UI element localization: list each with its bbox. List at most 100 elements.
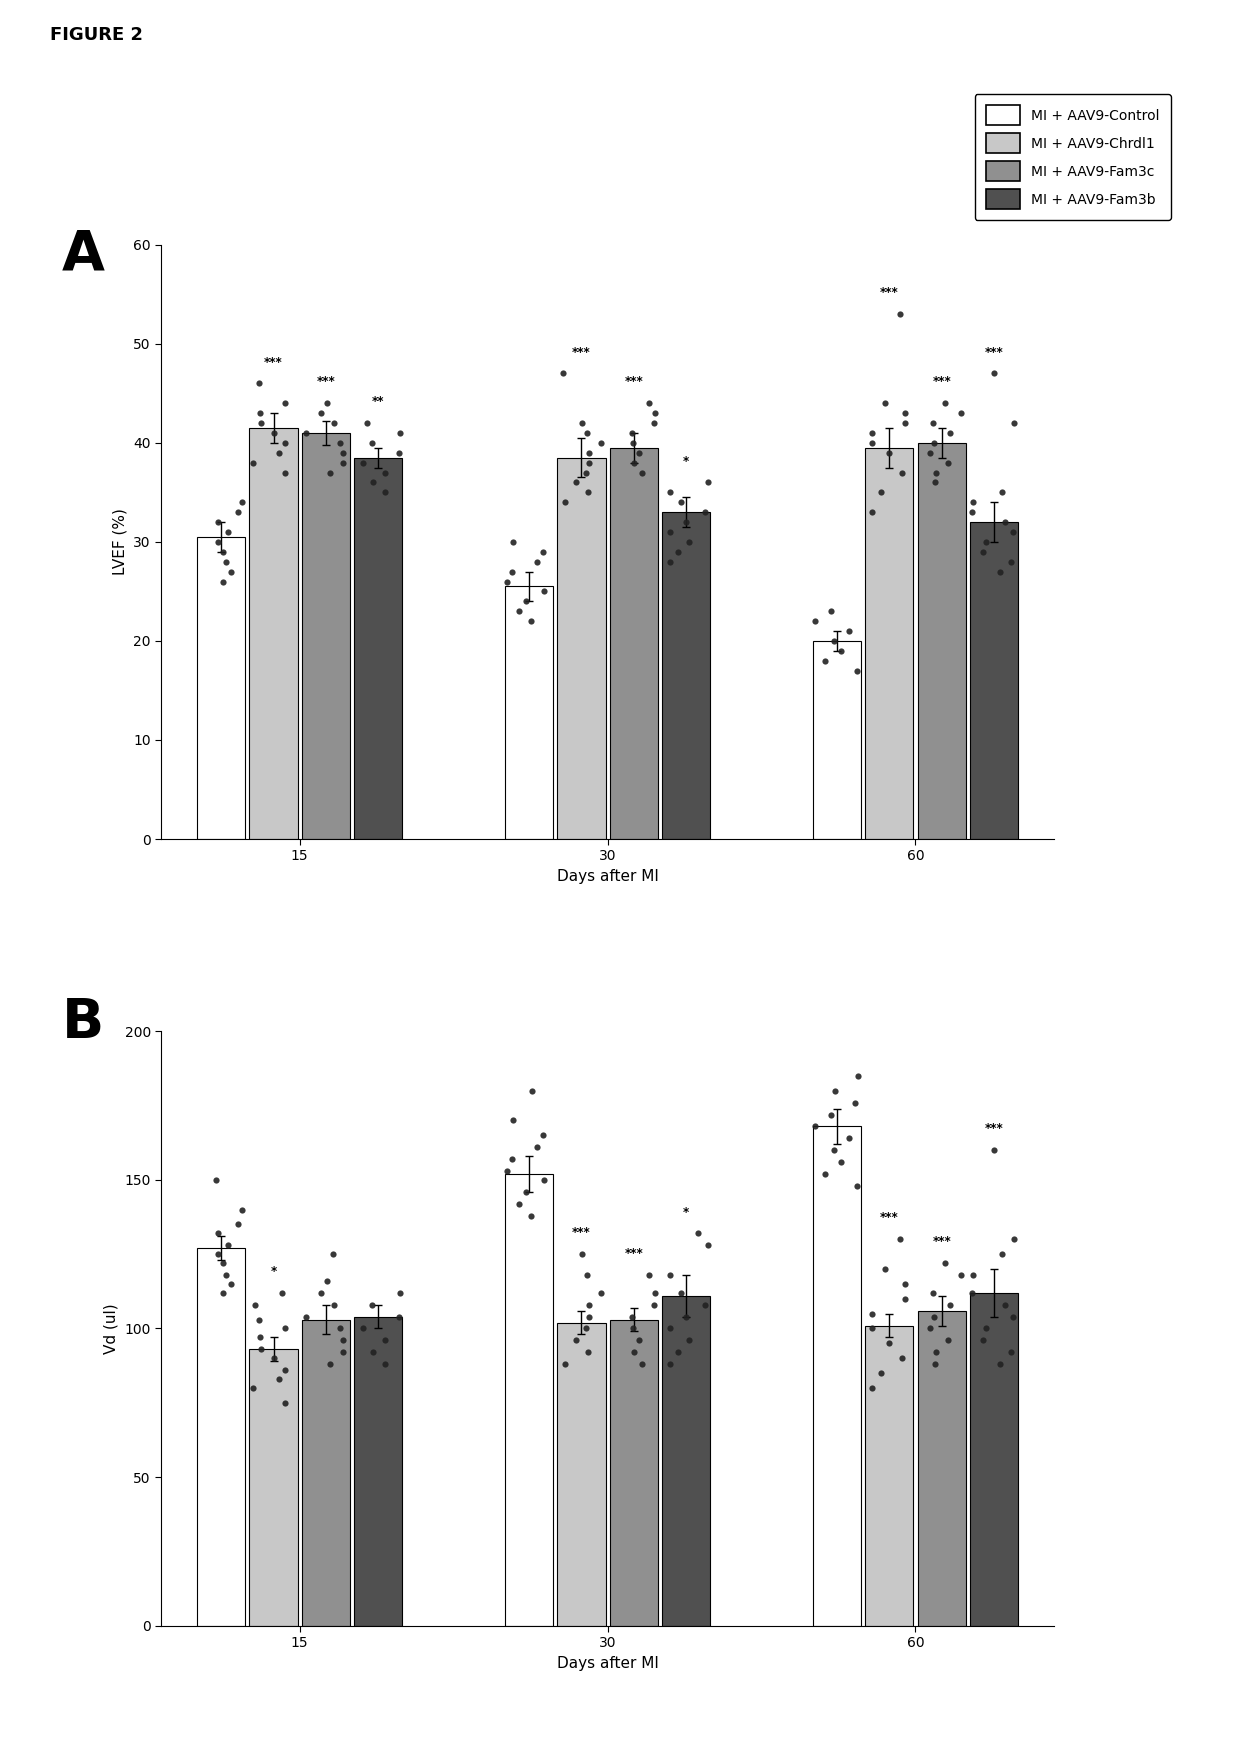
Point [815, 1161, 835, 1189]
Point [264, 420, 284, 447]
Bar [813, 642, 861, 839]
Point [554, 1349, 574, 1377]
Point [992, 1241, 1012, 1269]
Y-axis label: LVEF (%): LVEF (%) [113, 509, 128, 575]
Point [264, 1344, 284, 1372]
Point [923, 1280, 942, 1308]
Bar [557, 458, 605, 839]
Point [591, 428, 611, 456]
Point [272, 1280, 291, 1308]
Point [698, 468, 718, 496]
Point [577, 1314, 596, 1342]
Point [213, 1250, 233, 1278]
Point [311, 1280, 331, 1308]
Y-axis label: Vd (ul): Vd (ul) [104, 1304, 119, 1353]
Point [353, 449, 373, 477]
Point [926, 1339, 946, 1367]
Bar [355, 458, 402, 839]
Bar [355, 1316, 402, 1626]
Point [890, 301, 910, 329]
Point [1001, 1339, 1021, 1367]
Point [622, 420, 642, 447]
Point [668, 538, 688, 566]
Point [631, 458, 651, 486]
Point [862, 420, 882, 447]
Point [232, 488, 252, 516]
Text: ***: *** [985, 1122, 1003, 1136]
Point [521, 607, 541, 635]
Point [534, 577, 554, 605]
Point [895, 1285, 915, 1313]
Point [579, 439, 599, 467]
Point [320, 1349, 340, 1377]
Point [671, 1280, 691, 1308]
Text: *: * [683, 1206, 689, 1218]
Point [516, 587, 536, 615]
Point [249, 369, 269, 397]
Point [879, 439, 899, 467]
Point [895, 1269, 915, 1297]
Point [625, 1339, 645, 1367]
Point [221, 1269, 241, 1297]
Point [668, 1339, 688, 1367]
Point [565, 468, 585, 496]
Point [249, 1306, 269, 1334]
Point [925, 468, 945, 496]
Bar [301, 1320, 350, 1626]
Point [937, 1327, 957, 1355]
Point [325, 409, 345, 437]
Point [275, 1388, 295, 1416]
Text: A: A [62, 227, 105, 281]
Point [629, 1327, 649, 1355]
Bar [866, 447, 914, 839]
Point [844, 1089, 864, 1117]
Point [862, 1314, 882, 1342]
Bar [197, 1248, 246, 1626]
Point [534, 1166, 554, 1194]
Point [622, 1302, 642, 1330]
Point [208, 509, 228, 537]
Point [213, 568, 233, 596]
Point [579, 1290, 599, 1318]
Point [1003, 1302, 1023, 1330]
Point [823, 628, 843, 656]
Point [821, 1101, 841, 1129]
Point [875, 1255, 895, 1283]
Point [831, 1148, 851, 1176]
Point [962, 498, 982, 526]
Point [353, 1314, 373, 1342]
Point [892, 458, 911, 486]
Point [645, 399, 665, 427]
Point [232, 1196, 252, 1224]
Point [994, 1290, 1014, 1318]
Point [316, 390, 336, 418]
Bar [249, 1349, 298, 1626]
Bar [970, 1294, 1018, 1626]
Point [688, 1220, 708, 1248]
Point [629, 439, 649, 467]
Point [660, 1260, 680, 1288]
Point [660, 479, 680, 507]
Point [221, 558, 241, 586]
Point [1004, 409, 1024, 437]
Point [935, 390, 955, 418]
Point [994, 509, 1014, 537]
Text: ***: *** [932, 376, 951, 388]
Point [924, 1302, 944, 1330]
Point [920, 1314, 940, 1342]
Point [862, 1374, 882, 1402]
Point [363, 468, 383, 496]
Point [330, 428, 350, 456]
Text: ***: *** [880, 1211, 899, 1224]
Point [805, 1112, 825, 1140]
Point [510, 598, 529, 626]
Point [579, 479, 599, 507]
Bar [505, 587, 553, 839]
Point [502, 1145, 522, 1173]
Text: ***: *** [572, 1227, 590, 1239]
Point [694, 498, 714, 526]
Point [316, 1267, 336, 1295]
Point [320, 458, 340, 486]
Point [218, 517, 238, 545]
Point [825, 1077, 844, 1105]
